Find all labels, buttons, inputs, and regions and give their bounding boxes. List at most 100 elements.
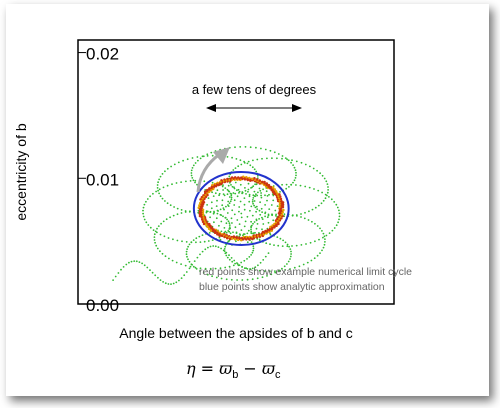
- green-point: [212, 245, 215, 247]
- green-point: [298, 265, 301, 268]
- green-point: [291, 159, 293, 162]
- green-point: [314, 222, 316, 225]
- green-point: [211, 181, 214, 184]
- green-point: [146, 266, 149, 269]
- green-point: [277, 153, 280, 155]
- green-point: [228, 175, 231, 178]
- green-point: [264, 255, 267, 258]
- green-point: [149, 195, 152, 198]
- green-point: [233, 199, 236, 202]
- green-point: [196, 183, 198, 186]
- green-point: [328, 232, 331, 235]
- green-point: [239, 183, 242, 186]
- green-point: [156, 247, 159, 250]
- green-point: [188, 267, 191, 270]
- green-point: [227, 240, 230, 243]
- green-point: [293, 179, 296, 182]
- green-point: [220, 247, 223, 250]
- green-point: [233, 213, 236, 216]
- plot-frame: [77, 39, 395, 305]
- green-point: [245, 267, 248, 269]
- green-point: [318, 238, 320, 241]
- green-point: [185, 250, 188, 253]
- green-point: [253, 204, 256, 207]
- red-point: [233, 237, 237, 241]
- green-point: [257, 264, 259, 267]
- red-point: [207, 227, 211, 230]
- green-point: [221, 204, 224, 207]
- green-point: [271, 157, 273, 160]
- green-point: [225, 205, 227, 208]
- green-point: [319, 227, 321, 230]
- green-point: [256, 208, 259, 211]
- green-point: [254, 206, 257, 209]
- green-point: [246, 268, 249, 270]
- green-point: [226, 212, 229, 214]
- green-point: [181, 240, 183, 243]
- green-point: [249, 146, 252, 149]
- green-point: [240, 163, 243, 166]
- green-point: [158, 188, 161, 191]
- red-point: [209, 189, 213, 192]
- green-point: [321, 191, 323, 194]
- green-point: [243, 225, 246, 228]
- green-point: [290, 253, 292, 255]
- red-point: [278, 193, 281, 196]
- green-point: [286, 245, 289, 248]
- green-point: [324, 238, 326, 241]
- green-point: [162, 281, 165, 283]
- green-point: [169, 204, 172, 207]
- green-point: [189, 180, 192, 182]
- green-point: [192, 265, 195, 268]
- green-point: [203, 180, 206, 183]
- red-point: [204, 195, 208, 199]
- green-point: [276, 205, 279, 208]
- green-point: [266, 199, 268, 202]
- green-point: [184, 264, 187, 267]
- green-point: [226, 193, 229, 196]
- green-point: [158, 192, 161, 195]
- green-point: [142, 212, 145, 215]
- green-point: [164, 200, 166, 202]
- green-point: [199, 267, 202, 270]
- green-point: [231, 222, 233, 224]
- green-point: [312, 167, 315, 170]
- green-point: [191, 167, 194, 169]
- green-point: [236, 195, 239, 198]
- green-point: [187, 258, 189, 261]
- green-point: [305, 243, 307, 245]
- green-point: [263, 270, 266, 272]
- red-point: [198, 214, 202, 218]
- green-point: [251, 199, 254, 201]
- green-point: [177, 161, 180, 164]
- red-point: [245, 176, 248, 179]
- green-point: [330, 198, 333, 201]
- green-point: [201, 234, 204, 237]
- green-point: [259, 189, 262, 192]
- green-point: [156, 184, 159, 186]
- green-point: [220, 230, 223, 233]
- green-point: [230, 184, 232, 186]
- green-point: [171, 259, 174, 262]
- green-point: [211, 239, 214, 242]
- green-point: [172, 214, 175, 217]
- green-point: [231, 185, 234, 188]
- green-point: [244, 189, 247, 192]
- green-point: [254, 266, 257, 269]
- red-point: [201, 220, 205, 223]
- red-point: [258, 179, 261, 182]
- green-point: [161, 173, 164, 175]
- green-point: [250, 220, 253, 223]
- green-point: [171, 183, 173, 186]
- green-point: [253, 200, 256, 202]
- green-point: [202, 272, 205, 274]
- green-point: [327, 186, 329, 188]
- green-point: [270, 273, 273, 276]
- green-point: [228, 258, 231, 261]
- green-point: [180, 181, 183, 184]
- green-point: [294, 177, 297, 179]
- green-point: [188, 260, 191, 263]
- green-point: [264, 148, 267, 151]
- green-point: [226, 218, 229, 221]
- green-point: [234, 226, 237, 229]
